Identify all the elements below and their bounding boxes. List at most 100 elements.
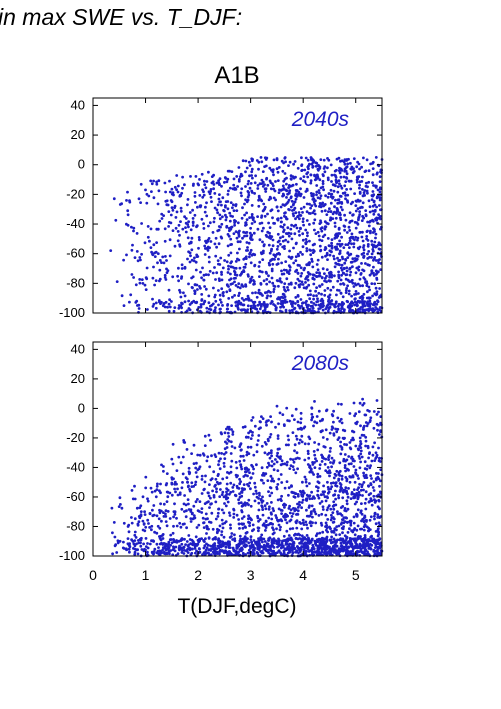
scatter-point	[182, 440, 186, 444]
scatter-point	[317, 234, 321, 238]
scatter-point	[192, 259, 196, 263]
scatter-point	[215, 181, 219, 185]
scatter-point	[356, 282, 360, 286]
scatter-point	[114, 218, 118, 222]
scatter-point	[346, 193, 350, 197]
scatter-point	[332, 481, 335, 485]
scatter-point	[176, 230, 180, 233]
scatter-point	[281, 203, 285, 207]
scatter-point	[154, 306, 158, 310]
scatter-point	[276, 232, 280, 236]
y-tick-label: -80	[66, 518, 85, 533]
scatter-point	[240, 541, 244, 545]
scatter-point	[305, 202, 309, 206]
scatter-point	[212, 494, 216, 497]
scatter-point	[173, 502, 176, 506]
scatter-point	[328, 253, 332, 257]
scatter-point	[324, 457, 328, 461]
scatter-point	[350, 278, 354, 282]
scatter-point	[318, 222, 322, 226]
scatter-point	[359, 440, 362, 443]
scatter-point	[215, 271, 219, 275]
scatter-point	[194, 551, 197, 555]
y-tick-label: 0	[78, 157, 85, 172]
scatter-point	[302, 196, 306, 199]
scatter-point	[217, 179, 221, 183]
scatter-point	[344, 169, 348, 173]
scatter-point	[177, 223, 181, 227]
scatter-point	[209, 308, 213, 311]
scatter-point	[299, 177, 303, 181]
scatter-point	[170, 493, 174, 497]
scatter-point	[335, 245, 338, 249]
scatter-point	[170, 457, 174, 461]
scatter-point	[276, 545, 279, 549]
scatter-point	[233, 188, 237, 191]
scatter-point	[316, 196, 320, 200]
scatter-point	[215, 487, 218, 491]
scatter-point	[278, 411, 282, 415]
scatter-point	[376, 513, 380, 516]
scatter-point	[364, 435, 368, 439]
scatter-point	[237, 294, 241, 297]
scatter-point	[309, 541, 313, 544]
scatter-point	[339, 216, 342, 220]
scatter-point	[233, 537, 237, 541]
scatter-point	[372, 410, 376, 413]
scatter-point	[215, 208, 219, 212]
scatter-point	[340, 268, 344, 272]
scatter-point	[292, 468, 296, 471]
scatter-point	[284, 238, 287, 242]
scatter-point	[316, 268, 320, 272]
scatter-point	[313, 218, 317, 222]
scatter-point	[307, 283, 311, 287]
scatter-point	[237, 487, 241, 490]
scatter-point	[301, 537, 304, 540]
scatter-point	[316, 547, 320, 550]
scatter-point	[325, 524, 329, 527]
scatter-point	[150, 528, 153, 532]
scatter-point	[304, 480, 308, 484]
scatter-point	[359, 460, 362, 464]
scatter-point	[251, 523, 255, 527]
scatter-point	[312, 424, 315, 428]
scatter-point	[176, 239, 180, 243]
scatter-point	[237, 518, 241, 521]
scatter-point	[196, 288, 199, 291]
scatter-point	[229, 452, 233, 455]
scatter-point	[335, 525, 339, 528]
scatter-point	[311, 161, 315, 164]
scatter-point	[181, 549, 184, 552]
scatter-point	[208, 520, 211, 524]
scatter-point	[333, 303, 336, 306]
scatter-point	[192, 462, 196, 465]
scatter-point	[324, 254, 327, 258]
scatter-point	[355, 301, 359, 305]
scatter-point	[293, 418, 296, 421]
scatter-point	[346, 256, 350, 259]
scatter-point	[276, 297, 279, 301]
scatter-point	[243, 234, 246, 238]
scatter-point	[201, 516, 205, 520]
scatter-point	[322, 167, 326, 170]
scatter-point	[361, 517, 365, 521]
scatter-point	[202, 521, 206, 524]
scatter-point	[374, 478, 378, 482]
scatter-point	[244, 255, 248, 259]
scatter-point	[255, 443, 259, 447]
scatter-point	[354, 226, 358, 230]
scatter-point	[148, 526, 152, 529]
scatter-point	[368, 420, 372, 423]
scatter-point	[262, 300, 266, 304]
scatter-point	[192, 514, 196, 517]
scatter-point	[325, 526, 329, 530]
scatter-point	[146, 518, 150, 522]
scatter-point	[343, 466, 347, 469]
scatter-point	[229, 526, 233, 530]
scatter-point	[342, 266, 346, 270]
scatter-point	[236, 185, 240, 188]
scatter-point	[142, 523, 146, 526]
scatter-point	[237, 302, 241, 306]
scatter-point	[238, 445, 242, 448]
scatter-point	[259, 305, 263, 308]
